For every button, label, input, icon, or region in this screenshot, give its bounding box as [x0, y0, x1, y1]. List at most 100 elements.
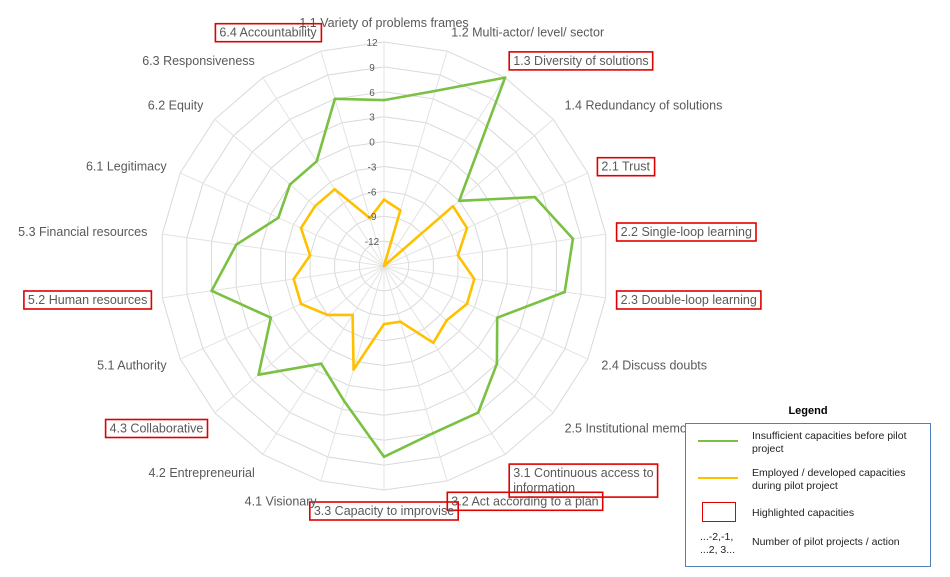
data-point [431, 431, 435, 435]
axis-label-group: 5.2 Human resources [23, 290, 153, 310]
tick-label: -3 [368, 162, 377, 173]
axis-label: 6.4 Accountability [219, 26, 317, 40]
axis-label: 5.1 Authority [97, 358, 167, 372]
legend: Legend Insufficient capacities before pi… [685, 405, 931, 567]
legend-item-before: Insufficient capacities before pilot pro… [686, 430, 930, 460]
axis-label: 1.3 Diversity of solutions [513, 54, 648, 68]
highlight-box [508, 51, 654, 71]
axis-label-group: 2.2 Single-loop learning [615, 222, 757, 242]
data-point [352, 368, 355, 371]
grid-spoke [262, 265, 385, 455]
data-point [495, 362, 499, 366]
data-point [326, 313, 329, 317]
data-point [434, 89, 437, 93]
data-point [368, 216, 372, 220]
data-point [563, 290, 566, 294]
axis-label: 5.3 Financial resources [18, 225, 147, 239]
axis-label: 2.5 Institutional memory [565, 422, 698, 436]
data-point [269, 316, 273, 320]
axis-label: 2.1 Trust [601, 160, 650, 174]
data-point [465, 226, 469, 230]
axis-label-group: 4.2 Entrepreneurial [148, 466, 254, 480]
data-point [308, 254, 312, 257]
tick-label: -9 [368, 212, 377, 223]
data-point [382, 455, 386, 459]
data-point [315, 160, 319, 163]
data-point [495, 316, 499, 320]
grid-spoke [320, 265, 385, 482]
grid-spoke [383, 265, 448, 482]
legend-label: Insufficient capacities before pilot pro… [752, 430, 907, 455]
axis-label: 2.4 Discuss doubts [601, 358, 707, 372]
grid-spoke [214, 118, 385, 267]
data-point [399, 209, 402, 212]
red-box-symbol [702, 502, 736, 522]
highlight-box [615, 222, 757, 242]
grid-spoke [179, 265, 385, 360]
grid-spoke [383, 265, 589, 360]
axis-label-group: 3.3 Capacity to improvise [308, 501, 459, 521]
legend-label: Highlighted capacities [752, 507, 855, 519]
axis-label-group: 6.1 Legitimacy [86, 160, 167, 174]
axis-label: 1.2 Multi-actor/ level/ sector [451, 26, 604, 40]
data-point [288, 183, 292, 186]
axis-label-group: 1.2 Multi-actor/ level/ sector [451, 26, 604, 40]
grid-spoke [320, 50, 385, 267]
axis-label: 2.3 Double-loop learning [621, 293, 757, 307]
axis-label-group: 2.4 Discuss doubts [601, 358, 707, 372]
axis-label: 4.2 Entrepreneurial [148, 466, 254, 480]
data-point [257, 373, 260, 377]
tick-label: -6 [368, 187, 377, 198]
grid-spoke [383, 265, 606, 299]
data-point [234, 243, 238, 246]
data-point [333, 97, 337, 101]
data-point [473, 277, 476, 281]
data-point [465, 302, 469, 306]
axis-label: 3.1 Continuous access to [513, 466, 653, 480]
highlight-box [308, 501, 459, 521]
data-point [432, 341, 435, 345]
grid-spoke [383, 265, 554, 414]
legend-item-number: ...-2,-1, ...2, 3... Number of pilot pro… [686, 531, 930, 561]
data-point [277, 216, 280, 220]
axis-label: 4.1 Visionary [245, 494, 318, 508]
data-point [299, 226, 303, 230]
axis-label: 2.2 Single-loop learning [621, 225, 752, 239]
axis-label-group: 6.2 Equity [148, 99, 204, 113]
legend-item-during: Employed / developed capacities during p… [686, 467, 930, 497]
axis-label-group: 4.3 Collaborative [104, 418, 209, 439]
grid-spoke [262, 77, 385, 267]
grid-spoke [383, 172, 589, 267]
axis-label-group: 6.4 Accountability [214, 22, 323, 43]
data-point [451, 204, 455, 208]
highlight-box [214, 22, 323, 43]
axis-label: 6.1 Legitimacy [86, 160, 167, 174]
data-point [333, 187, 337, 191]
data-point [382, 322, 386, 326]
data-point [351, 313, 354, 317]
legend-title: Legend [788, 405, 828, 417]
data-point [382, 264, 386, 268]
radar-grid [161, 41, 607, 491]
axis-label: 3.2 Act according to a plan [451, 494, 598, 508]
axis-label-group: 5.1 Authority [97, 358, 167, 372]
grid-spoke [214, 265, 385, 414]
tick-label: 12 [366, 38, 378, 49]
data-point [456, 254, 460, 257]
highlight-box [596, 156, 656, 177]
data-point [503, 76, 507, 79]
data-point [399, 320, 402, 324]
legend-label: Employed / developed capacities during p… [752, 467, 906, 492]
axis-label: 3.3 Capacity to improvise [314, 504, 454, 518]
legend-item-highlighted: Highlighted capacities [686, 502, 930, 524]
grid-spoke [383, 233, 606, 267]
axis-label-group: 5.3 Financial resources [18, 225, 147, 239]
data-point [299, 302, 303, 306]
axis-label-group: 4.1 Visionary [245, 494, 318, 508]
tick-label: -12 [365, 237, 380, 248]
grid-spoke [162, 233, 385, 267]
axis-label: 6.3 Responsiveness [142, 54, 255, 68]
data-point [382, 198, 386, 201]
